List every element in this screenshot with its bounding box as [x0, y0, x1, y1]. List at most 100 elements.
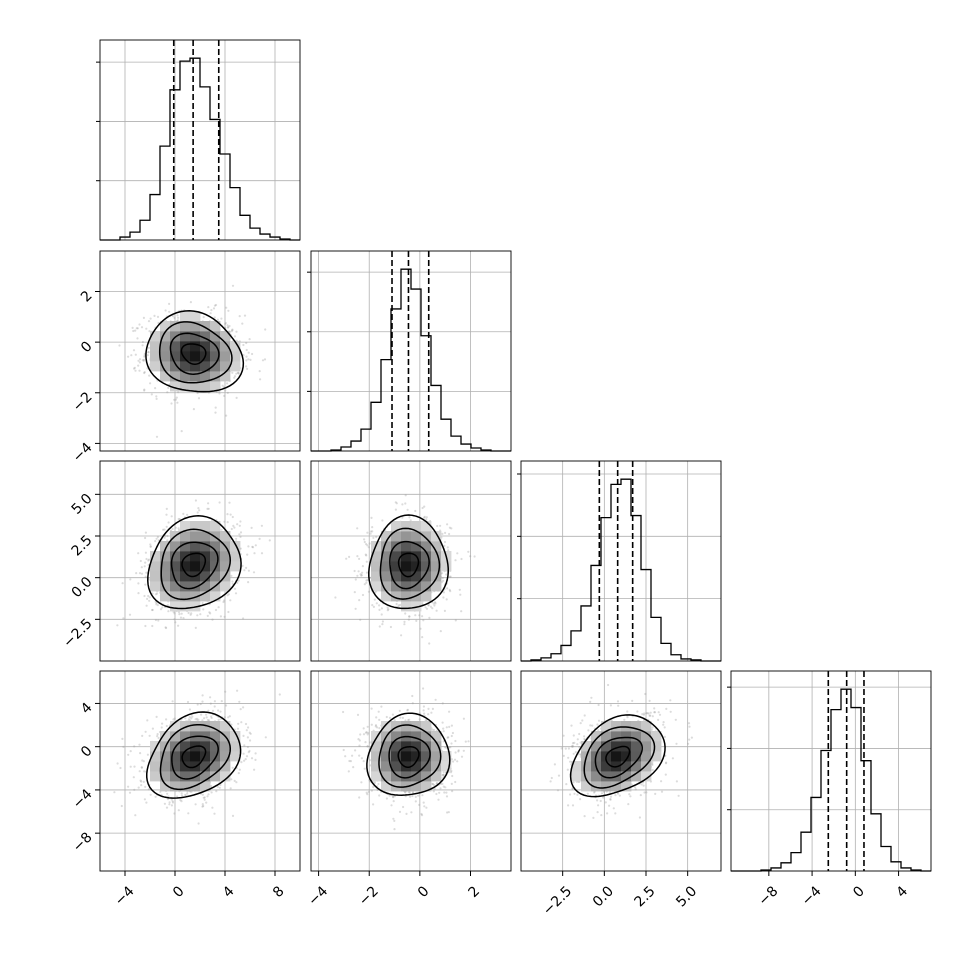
density-cell: [381, 551, 392, 562]
scatter-point: [164, 626, 167, 629]
scatter-point: [587, 729, 590, 732]
scatter-point: [394, 501, 397, 504]
density-cell: [150, 351, 161, 362]
density-cell: [190, 591, 201, 602]
scatter-point: [168, 803, 171, 806]
scatter-point: [571, 804, 575, 807]
histogram-step-line: [521, 478, 721, 662]
scatter-point: [263, 358, 267, 361]
density-cell: [421, 771, 432, 782]
scatter-point: [361, 593, 365, 597]
density-cell: [641, 731, 652, 742]
density-cell: [641, 721, 652, 732]
density-cell: [381, 761, 392, 772]
scatter-point: [421, 636, 424, 639]
scatter-point: [370, 789, 373, 792]
density-cell: [411, 581, 422, 592]
scatter-point: [166, 604, 169, 607]
density-cell: [210, 331, 221, 342]
scatter-point: [657, 711, 660, 714]
scatter-point: [347, 770, 350, 773]
scatter-point: [166, 792, 169, 795]
scatter-point: [154, 795, 157, 798]
density-cell: [230, 351, 241, 362]
density-cell: [611, 781, 622, 792]
scatter-point: [216, 318, 219, 321]
scatter-point: [241, 564, 244, 568]
scatter-point: [395, 502, 398, 505]
scatter-point: [443, 791, 446, 794]
scatter-point: [260, 524, 263, 527]
scatter-point: [367, 731, 370, 735]
scatter-point: [360, 574, 363, 577]
scatter-point: [164, 309, 167, 312]
scatter-point: [675, 780, 679, 783]
scatter-point: [369, 530, 373, 533]
density-cell: [160, 551, 171, 562]
scatter-point: [251, 545, 254, 549]
density-cell: [180, 771, 191, 782]
density-cell: [200, 381, 211, 392]
scatter-point: [178, 529, 181, 532]
scatter-point: [671, 757, 675, 760]
scatter-point: [173, 618, 176, 621]
scatter-point: [187, 812, 190, 815]
scatter-point: [148, 596, 151, 599]
scatter-point: [392, 817, 395, 820]
scatter-point: [649, 711, 652, 714]
scatter-point: [414, 800, 417, 803]
scatter-point: [141, 340, 144, 344]
scatter-point: [147, 351, 150, 354]
panel-frame: [310, 250, 512, 452]
scatter-point: [604, 801, 607, 804]
scatter-point: [127, 785, 130, 788]
density-cell: [180, 731, 191, 742]
scatter-point: [460, 755, 464, 758]
scatter-point: [217, 718, 220, 722]
scatter-point: [578, 746, 581, 749]
density-cell: [371, 751, 382, 762]
scatter-point: [569, 760, 572, 763]
scatter-point: [362, 727, 365, 730]
scatter-point: [405, 812, 408, 816]
scatter-panel-2-1: [310, 460, 512, 662]
scatter-point: [427, 604, 430, 607]
density-cell: [381, 541, 392, 552]
scatter-point: [597, 703, 600, 707]
density-cell: [190, 531, 201, 542]
density-cell: [371, 581, 382, 592]
contour-line: [169, 332, 220, 375]
density-cell: [431, 741, 442, 752]
scatter-point: [196, 703, 199, 706]
scatter-point: [374, 725, 377, 728]
scatter-point: [427, 707, 430, 711]
scatter-point: [361, 565, 364, 568]
scatter-point: [224, 321, 227, 325]
density-cell: [421, 551, 432, 562]
density-cell: [170, 761, 181, 772]
panel-frame: [310, 670, 512, 872]
density-cell: [230, 731, 241, 742]
density-cell: [210, 741, 221, 752]
density-cell: [611, 731, 622, 742]
scatter-point: [363, 538, 366, 541]
density-cell: [220, 361, 231, 372]
scatter-point: [148, 734, 151, 737]
scatter-point: [231, 371, 234, 374]
scatter-point: [138, 323, 141, 326]
density-cell: [230, 361, 241, 372]
density-cell: [391, 551, 402, 562]
density-cell: [210, 381, 221, 392]
scatter-point: [143, 354, 146, 357]
scatter-point: [573, 792, 576, 795]
scatter-point: [155, 397, 158, 400]
scatter-point: [214, 406, 217, 409]
density-cell: [200, 531, 211, 542]
scatter-point: [247, 545, 250, 548]
x-tick-label: −2: [356, 883, 382, 909]
scatter-point: [233, 375, 237, 378]
scatter-point: [177, 316, 180, 319]
scatter-point: [253, 552, 256, 555]
density-cell: [160, 321, 171, 332]
scatter-point: [235, 537, 238, 540]
